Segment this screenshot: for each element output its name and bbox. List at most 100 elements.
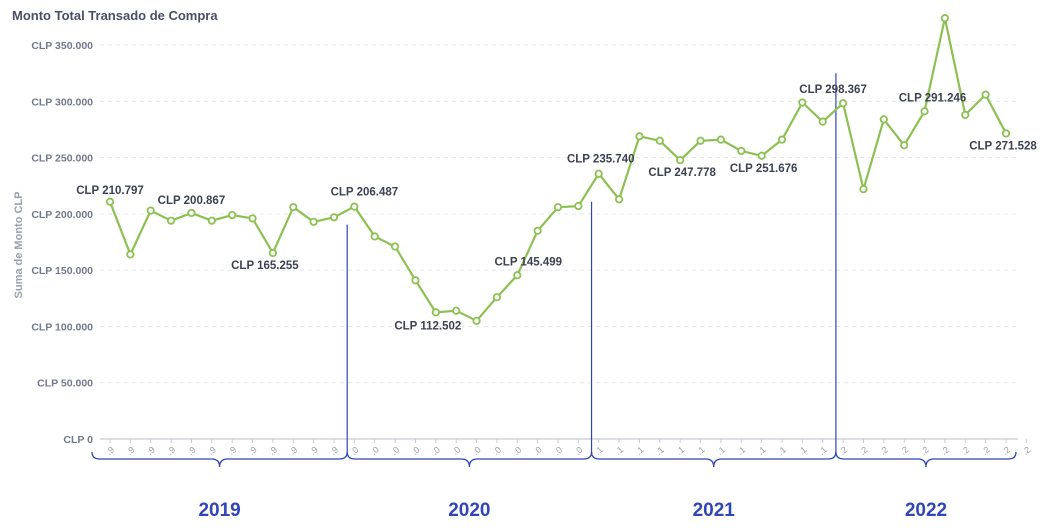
data-label: CLP 145.499 <box>494 256 562 268</box>
data-points <box>105 14 1011 325</box>
x-tick-label: .9 <box>104 444 116 456</box>
data-point <box>879 115 888 124</box>
year-brace <box>835 451 1017 468</box>
data-point <box>757 151 766 160</box>
x-tick-label: .0 <box>430 444 442 456</box>
data-point <box>635 132 644 141</box>
data-point <box>228 210 237 220</box>
data-label: CLP 247.778 <box>648 167 716 179</box>
grid-lines <box>100 44 1018 384</box>
data-point <box>289 203 298 212</box>
x-tick-label: .0 <box>450 444 462 456</box>
x-tick-label: .9 <box>267 444 279 456</box>
x-tick-label: .2 <box>837 444 849 456</box>
y-axis: CLP 0 CLP 50.000 CLP 100.000 CLP 150.000 CLP… <box>31 40 93 446</box>
data-point <box>696 136 705 145</box>
x-tick-label: .1 <box>817 444 829 456</box>
data-point <box>390 242 400 251</box>
data-point <box>614 195 624 204</box>
x-tick-label: .0 <box>389 444 401 456</box>
x-tick-label: .9 <box>287 444 299 456</box>
data-point <box>655 136 664 145</box>
y-tick-label: CLP 150.000 <box>31 265 93 277</box>
year-brace <box>91 451 348 468</box>
x-tick-label: .9 <box>308 444 320 456</box>
data-point <box>329 213 339 222</box>
x-tick-label: .1 <box>674 444 686 456</box>
data-label: CLP 210.797 <box>76 185 144 197</box>
data-point <box>981 90 990 99</box>
data-point <box>268 248 278 258</box>
data-point <box>492 293 502 302</box>
y-tick-label: CLP 100.000 <box>31 321 93 333</box>
data-point <box>533 226 542 235</box>
y-tick-label: CLP 350.000 <box>31 40 93 52</box>
x-tick-label: .9 <box>226 444 238 456</box>
x-tick-label: .1 <box>695 444 707 456</box>
data-point <box>818 117 827 126</box>
x-tick-label: .0 <box>572 444 584 456</box>
x-tick-label: .2 <box>878 444 890 456</box>
data-point <box>350 202 359 211</box>
data-point <box>431 308 440 317</box>
data-point <box>900 141 909 150</box>
data-label: CLP 235.740 <box>567 154 635 166</box>
data-point <box>309 217 318 226</box>
data-point <box>248 214 257 223</box>
data-label: CLP 251.676 <box>730 163 798 175</box>
data-point <box>859 185 868 194</box>
year-braces: 2019 2020 2021 2022 <box>91 451 1017 521</box>
x-tick-label: .9 <box>165 444 177 456</box>
y-tick-label: CLP 300.000 <box>31 96 93 108</box>
data-label: CLP 112.502 <box>394 320 461 332</box>
y-tick-label: CLP 0 <box>63 434 93 446</box>
data-point <box>472 316 481 325</box>
data-point <box>777 135 787 144</box>
data-point <box>207 216 216 225</box>
x-tick-label: .0 <box>511 444 523 456</box>
x-tick-label: .1 <box>633 444 645 456</box>
x-tick-label: .9 <box>145 444 157 456</box>
data-point <box>187 208 196 218</box>
year-brace <box>346 451 593 468</box>
year-label: 2020 <box>448 500 490 521</box>
series-path <box>108 17 1007 322</box>
x-tick-label: .1 <box>796 444 808 456</box>
data-point <box>553 203 563 212</box>
x-tick-label: .2 <box>919 444 931 456</box>
x-tick-label: .9 <box>206 444 218 456</box>
x-tick-label: .0 <box>552 444 564 456</box>
y-tick-label: CLP 250.000 <box>31 153 93 165</box>
x-tick-label: .1 <box>715 444 727 456</box>
data-point <box>166 216 176 225</box>
year-label: 2022 <box>905 500 947 521</box>
x-tick-label: .1 <box>654 444 666 456</box>
data-point <box>920 107 929 116</box>
x-tick-label: .9 <box>124 444 136 456</box>
x-tick-label: .0 <box>491 444 503 456</box>
data-point <box>594 169 603 178</box>
chart-title: Monto Total Transado de Compra <box>12 8 218 23</box>
y-tick-label: CLP 50.000 <box>37 378 93 390</box>
x-tick-label: .1 <box>776 444 788 456</box>
x-tick-label: .2 <box>939 444 951 456</box>
data-label: CLP 291.246 <box>899 92 967 104</box>
data-point <box>513 271 522 280</box>
x-tick-label: .2 <box>980 444 992 456</box>
data-point <box>737 146 746 156</box>
x-tick-label: .9 <box>185 444 197 456</box>
data-point <box>1001 129 1011 138</box>
data-point <box>838 99 848 108</box>
series-line <box>108 17 1007 322</box>
data-point <box>798 98 807 107</box>
y-axis-title: Suma de Monto CLP <box>13 192 25 299</box>
data-label: CLP 200.867 <box>158 195 226 207</box>
year-label: 2019 <box>198 500 240 521</box>
data-point <box>370 232 379 241</box>
data-point <box>146 206 155 215</box>
x-tick-label: .0 <box>369 444 381 456</box>
data-point <box>676 156 685 165</box>
x-tick-label: .1 <box>735 444 747 456</box>
data-point <box>452 306 461 315</box>
